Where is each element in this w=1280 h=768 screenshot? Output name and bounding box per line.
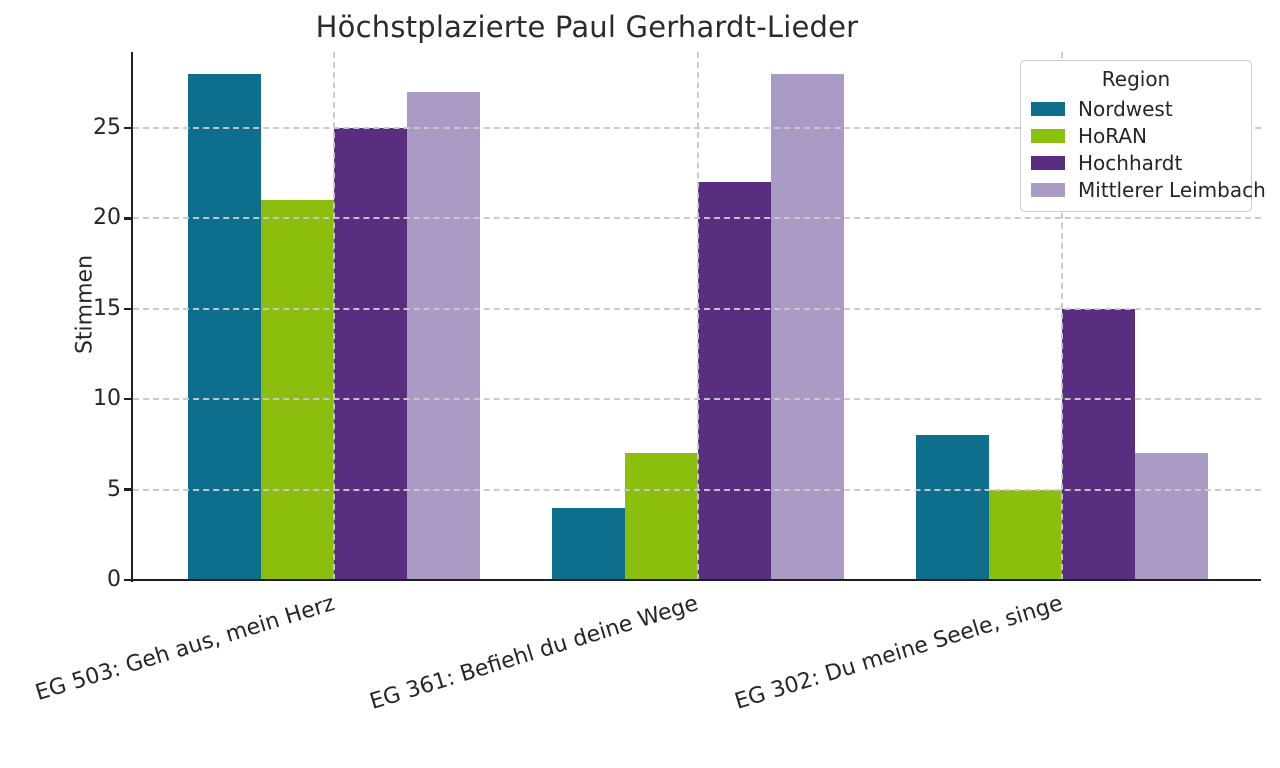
legend-label: HoRAN: [1078, 123, 1148, 148]
legend-swatch-hochhardt: [1031, 155, 1065, 170]
y-tick-mark: [123, 126, 133, 130]
legend-title: Region: [1101, 67, 1171, 91]
legend-item-mittlerer-leimbach: Mittlerer Leimbach: [1031, 176, 1266, 203]
y-tick-label: 15: [93, 295, 121, 321]
y-tick-label: 10: [93, 386, 121, 412]
y-tick-mark: [123, 307, 133, 311]
y-tick-mark: [123, 397, 133, 401]
bar-horan: [989, 489, 1062, 580]
legend: Region Nordwest HoRAN Hochhardt Mittlerer L…: [1020, 60, 1266, 212]
bar-mittlerer-leimbach: [771, 73, 844, 580]
plot-area: [130, 52, 1261, 582]
x-tick-label: EG 361: Befiehl du deine Wege: [367, 591, 702, 715]
legend-label: Nordwest: [1078, 96, 1173, 121]
y-tick-label: 0: [107, 567, 121, 592]
y-axis-spine: [130, 52, 133, 582]
legend-label: Hochhardt: [1078, 150, 1183, 175]
gridline-v: [697, 52, 699, 580]
legend-item-horan: HoRAN: [1031, 122, 1241, 149]
bar-nordwest: [916, 435, 989, 580]
bar-hochhardt: [334, 127, 407, 580]
y-tick-mark: [123, 488, 133, 491]
bar-hochhardt: [698, 182, 771, 580]
legend-item-hochhardt: Hochhardt: [1031, 149, 1241, 176]
bar-horan: [261, 200, 334, 580]
bar-nordwest: [552, 507, 625, 580]
bar-mittlerer-leimbach: [407, 91, 480, 580]
bar-mittlerer-leimbach: [1135, 453, 1208, 580]
legend-swatch-nordwest: [1031, 101, 1065, 116]
legend-label: Mittlerer Leimbach: [1078, 177, 1266, 202]
x-tick-label: EG 302: Du meine Seele, singe: [731, 591, 1066, 715]
legend-item-nordwest: Nordwest: [1031, 95, 1241, 122]
gridline-v: [333, 52, 335, 580]
legend-swatch-mittlerer-leimbach: [1031, 182, 1065, 197]
x-axis-spine: [130, 578, 1261, 581]
y-tick-label: 5: [107, 476, 121, 502]
y-tick-label: 25: [93, 114, 121, 140]
y-tick-mark: [123, 578, 133, 582]
gridline-v: [1061, 52, 1063, 580]
y-tick-mark: [123, 217, 133, 220]
bar-nordwest: [188, 73, 261, 580]
legend-items: Nordwest HoRAN Hochhardt Mittlerer Leimbach: [1031, 95, 1266, 203]
bar-hochhardt: [1062, 308, 1135, 580]
legend-swatch-horan: [1031, 128, 1065, 143]
chart-title: Höchstplazierte Paul Gerhardt-Lieder: [315, 10, 859, 44]
bar-horan: [625, 453, 698, 580]
y-tick-label: 20: [93, 205, 121, 231]
x-tick-label: EG 503: Geh aus, mein Herz: [32, 591, 338, 706]
